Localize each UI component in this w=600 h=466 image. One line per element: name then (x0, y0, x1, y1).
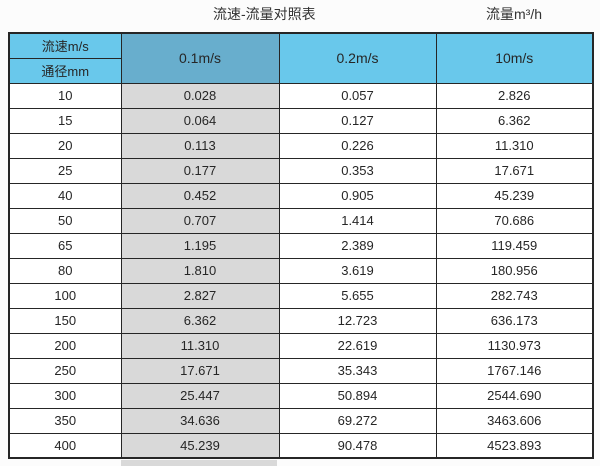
diameter-cell: 350 (8, 407, 122, 434)
flow-value-cell: 34.636 (120, 407, 280, 434)
table-header: 流速m/s 0.1m/s 0.2m/s 10m/s 通径mm (8, 32, 594, 84)
flow-value-cell: 119.459 (435, 232, 594, 259)
flow-value-cell: 0.226 (278, 132, 437, 159)
flow-value-cell: 2.389 (278, 232, 437, 259)
flow-value-cell: 0.905 (278, 182, 437, 209)
corner-diameter-label: 通径mm (8, 57, 122, 84)
diameter-cell: 20 (8, 132, 122, 159)
table-row: 50 0.707 1.414 70.686 (8, 207, 594, 234)
flow-value-cell: 6.362 (435, 107, 594, 134)
flow-value-cell: 45.239 (120, 432, 280, 459)
diameter-cell: 250 (8, 357, 122, 384)
flow-value-cell: 90.478 (278, 432, 437, 459)
flow-value-cell: 12.723 (278, 307, 437, 334)
flow-value-cell: 2.826 (435, 82, 594, 109)
table-row: 25 0.177 0.353 17.671 (8, 157, 594, 184)
flow-value-cell: 17.671 (435, 157, 594, 184)
diameter-cell: 40 (8, 182, 122, 209)
flow-value-cell: 50.894 (278, 382, 437, 409)
header-velocity-0-1: 0.1m/s (120, 32, 280, 84)
flow-value-cell: 17.671 (120, 357, 280, 384)
table-row: 300 25.447 50.894 2544.690 (8, 382, 594, 409)
flow-value-cell: 3.619 (278, 257, 437, 284)
diameter-cell: 25 (8, 157, 122, 184)
table-row: 65 1.195 2.389 119.459 (8, 232, 594, 259)
flow-value-cell: 2544.690 (435, 382, 594, 409)
header-velocity-0-2: 0.2m/s (278, 32, 437, 84)
table-row: 400 45.239 90.478 4523.893 (8, 432, 594, 459)
flow-value-cell: 0.353 (278, 157, 437, 184)
flow-value-cell: 11.310 (120, 332, 280, 359)
flow-value-cell: 1.810 (120, 257, 280, 284)
flow-value-cell: 22.619 (278, 332, 437, 359)
flow-value-cell: 69.272 (278, 407, 437, 434)
flow-value-cell: 4523.893 (435, 432, 594, 459)
flow-value-cell: 70.686 (435, 207, 594, 234)
flow-value-cell: 282.743 (435, 282, 594, 309)
flow-value-cell: 3463.606 (435, 407, 594, 434)
flow-unit-label: 流量m³/h (486, 6, 542, 22)
flow-value-cell: 0.177 (120, 157, 280, 184)
table-row: 40 0.452 0.905 45.239 (8, 182, 594, 209)
table-row: 200 11.310 22.619 1130.973 (8, 332, 594, 359)
corner-velocity-label: 流速m/s (8, 32, 122, 59)
flow-value-cell: 11.310 (435, 132, 594, 159)
diameter-cell: 50 (8, 207, 122, 234)
flow-value-cell: 0.127 (278, 107, 437, 134)
table-row: 250 17.671 35.343 1767.146 (8, 357, 594, 384)
flow-value-cell: 5.655 (278, 282, 437, 309)
title-bar: 流速-流量对照表 流量m³/h (0, 0, 600, 30)
diameter-cell: 150 (8, 307, 122, 334)
gray-column-sliver (121, 460, 277, 466)
diameter-cell: 100 (8, 282, 122, 309)
flow-value-cell: 180.956 (435, 257, 594, 284)
flow-value-cell: 35.343 (278, 357, 437, 384)
flow-value-cell: 6.362 (120, 307, 280, 334)
flow-value-cell: 1130.973 (435, 332, 594, 359)
diameter-cell: 80 (8, 257, 122, 284)
flow-value-cell: 25.447 (120, 382, 280, 409)
flow-value-cell: 0.707 (120, 207, 280, 234)
table-title: 流速-流量对照表 (213, 6, 316, 22)
diameter-cell: 65 (8, 232, 122, 259)
flow-value-cell: 0.113 (120, 132, 280, 159)
table-row: 10 0.028 0.057 2.826 (8, 82, 594, 109)
table-row: 350 34.636 69.272 3463.606 (8, 407, 594, 434)
diameter-cell: 10 (8, 82, 122, 109)
flow-value-cell: 636.173 (435, 307, 594, 334)
flow-value-cell: 1.414 (278, 207, 437, 234)
flow-value-cell: 0.452 (120, 182, 280, 209)
diameter-cell: 15 (8, 107, 122, 134)
flow-value-cell: 45.239 (435, 182, 594, 209)
flow-value-cell: 1.195 (120, 232, 280, 259)
flow-value-cell: 1767.146 (435, 357, 594, 384)
diameter-cell: 200 (8, 332, 122, 359)
flow-conversion-table: 流速m/s 0.1m/s 0.2m/s 10m/s 通径mm 10 0.028 0.… (8, 32, 594, 459)
table-row: 80 1.810 3.619 180.956 (8, 257, 594, 284)
table-row: 100 2.827 5.655 282.743 (8, 282, 594, 309)
diameter-cell: 400 (8, 432, 122, 459)
flow-value-cell: 0.057 (278, 82, 437, 109)
table-body: 10 0.028 0.057 2.826 15 0.064 0.127 6.362 20 0.11… (8, 82, 594, 459)
diameter-cell: 300 (8, 382, 122, 409)
flow-value-cell: 0.028 (120, 82, 280, 109)
table-row: 150 6.362 12.723 636.173 (8, 307, 594, 334)
flow-value-cell: 2.827 (120, 282, 280, 309)
header-velocity-10: 10m/s (435, 32, 594, 84)
flow-value-cell: 0.064 (120, 107, 280, 134)
table-row: 20 0.113 0.226 11.310 (8, 132, 594, 159)
table-row: 15 0.064 0.127 6.362 (8, 107, 594, 134)
